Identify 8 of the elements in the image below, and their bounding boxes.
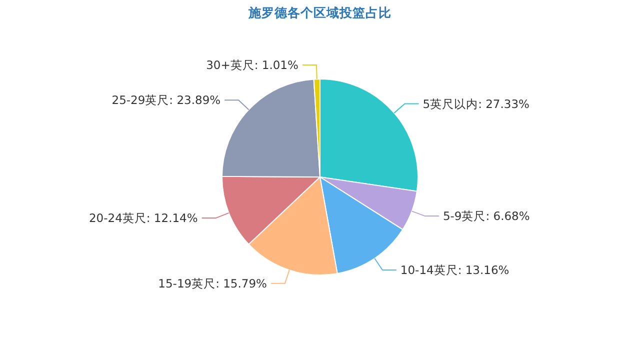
slice-label: 5英尺以内: 27.33% <box>422 96 530 111</box>
slice-label: 30+英尺: 1.01% <box>206 58 299 72</box>
slice-label: 10-14英尺: 13.16% <box>400 262 510 277</box>
slice-label: 25-29英尺: 23.89% <box>112 93 221 108</box>
slice-label: 5-9英尺: 6.68% <box>442 209 530 224</box>
chart-title: 施罗德各个区域投篮占比 <box>248 5 392 20</box>
slice-label: 20-24英尺: 12.14% <box>88 211 198 226</box>
slice-label: 15-19英尺: 15.79% <box>158 276 268 290</box>
